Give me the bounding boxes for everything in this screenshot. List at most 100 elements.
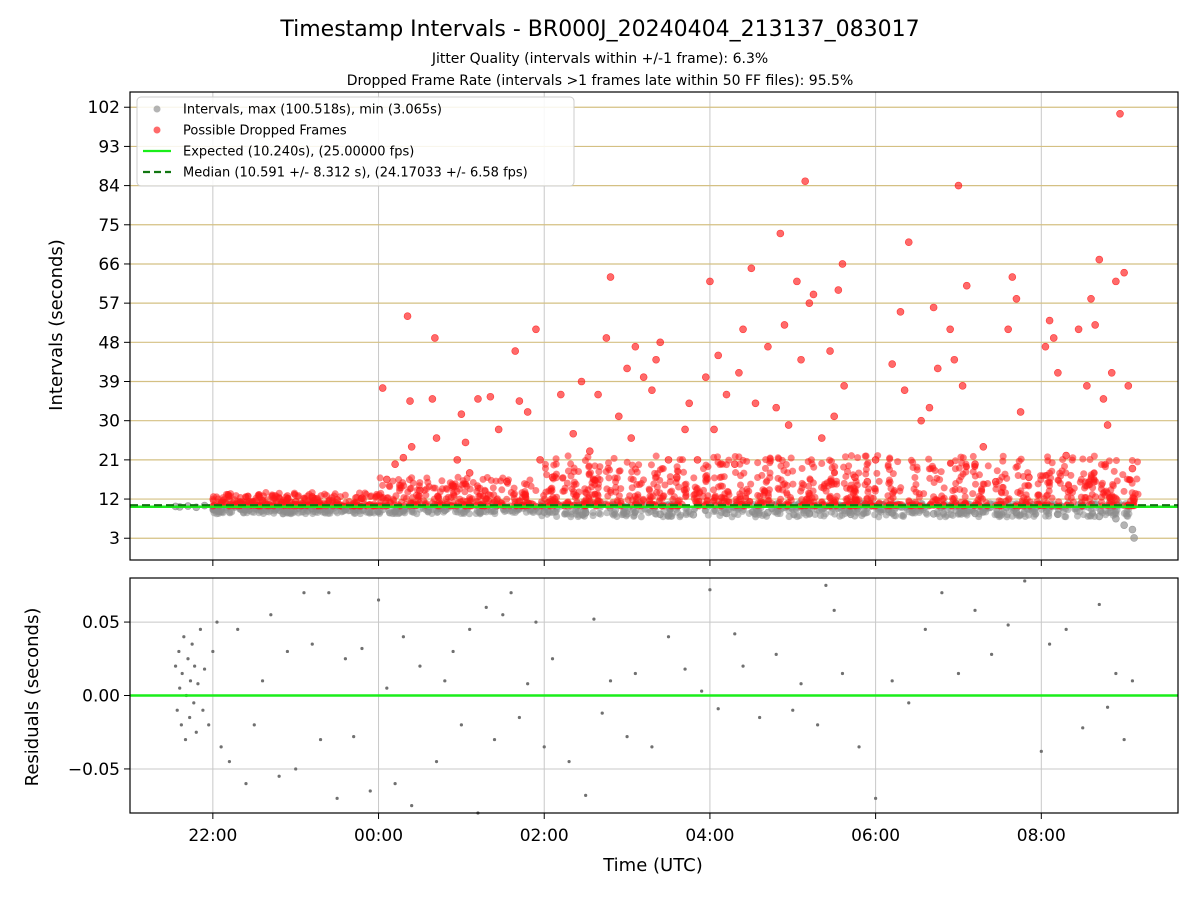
dropped-frame-point [588,483,596,491]
dropped-frame-point [631,342,640,351]
dropped-frame-point [323,491,331,499]
residuals-y-tick-label: 0.00 [82,687,120,707]
dropped-frame-point [754,491,762,499]
dropped-frame-point [1077,475,1085,483]
dropped-frame-point [568,485,576,493]
interval-point [929,510,938,518]
dropped-frame-point [969,490,977,498]
dropped-frame-point [1098,479,1106,487]
dropped-frame-point [635,461,643,469]
dropped-frame-point [615,492,623,500]
dropped-frame-point [669,495,677,503]
residual-point [393,782,397,786]
interval-point [595,509,603,517]
dropped-frame-point [628,496,636,504]
dropped-frame-point [1019,472,1027,480]
dropped-frame-point [979,495,987,503]
interval-point [656,510,665,519]
dropped-frame-point [1012,294,1021,303]
dropped-frame-point [896,308,905,316]
dropped-frame-point [291,491,299,499]
dropped-frame-point [629,476,637,484]
dropped-frame-point [1103,421,1112,429]
dropped-frame-point [605,459,613,467]
interval-point [460,510,468,518]
interval-point [645,509,653,517]
dropped-frame-point [775,485,783,493]
dropped-frame-point [952,480,960,488]
dropped-frame-point [971,460,979,469]
residual-point [219,745,223,749]
dropped-frame-point [1067,494,1075,502]
dropped-frame-point [378,384,387,392]
dropped-frame-point [818,460,826,468]
interval-point [288,507,296,515]
dropped-frame-point [582,489,590,497]
dropped-frame-point [1087,475,1095,483]
dropped-frame-point [862,452,870,460]
dropped-frame-point [693,456,702,464]
dropped-frame-point [746,497,754,505]
residual-point [1023,579,1027,583]
dropped-frame-point [731,452,739,460]
dropped-frame-point [1068,488,1076,496]
residual-point [700,689,704,693]
dropped-frame-point [481,487,489,495]
dropped-frame-point [971,472,979,480]
dropped-frame-point [961,493,969,501]
dropped-frame-point [933,364,942,373]
dropped-frame-point [797,355,805,364]
dropped-frame-point [606,466,614,474]
interval-point [1089,509,1097,517]
dropped-frame-point [428,395,437,403]
dropped-frame-point [399,453,408,462]
dropped-frame-point [647,461,655,469]
dropped-frame-point [751,399,760,408]
dropped-frame-point [863,495,871,503]
residual-point [277,774,281,778]
residual-point [550,657,555,661]
dropped-frame-point [596,476,604,484]
x-axis-label: Time (UTC) [602,855,703,876]
dropped-frame-point [972,480,980,488]
dropped-frame-point [645,486,653,494]
residual-point [343,657,347,661]
dropped-frame-point [639,495,647,503]
dropped-frame-point [1044,479,1052,487]
dropped-frame-point [487,476,495,484]
dropped-frame-point [900,386,909,395]
dropped-frame-point [784,421,793,429]
dropped-frame-point [611,474,619,482]
interval-point [811,511,819,519]
residual-point [799,682,803,686]
dropped-frame-point [402,494,410,502]
dropped-frame-point [577,377,586,386]
dropped-frame-point [960,487,968,495]
dropped-frame-point [571,493,579,501]
dropped-frame-point [556,390,565,399]
interval-point [820,512,828,520]
dropped-frame-point [664,456,673,464]
dropped-frame-point [1074,325,1083,334]
dropped-frame-point [494,425,503,434]
dropped-frame-point [653,483,661,491]
interval-point [1031,507,1039,515]
dropped-frame-point [937,468,945,476]
dropped-frame-point [1128,464,1137,473]
residual-point [923,627,927,632]
dropped-frame-point [894,458,902,466]
dropped-frame-point [308,493,317,501]
dropped-frame-point [745,487,753,495]
residual-point [192,701,196,705]
dropped-frame-point [969,452,977,460]
chart-subtitle-jitter: Jitter Quality (intervals within +/-1 fr… [431,51,768,67]
residual-point [633,671,637,676]
residual-point [1097,602,1101,607]
dropped-frame-point [927,465,935,473]
dropped-frame-point [682,480,690,488]
dropped-frame-point [1077,493,1085,501]
dropped-frame-point [449,482,457,490]
dropped-frame-point [614,412,623,421]
residual-point [327,591,331,595]
dropped-frame-point [817,434,826,442]
